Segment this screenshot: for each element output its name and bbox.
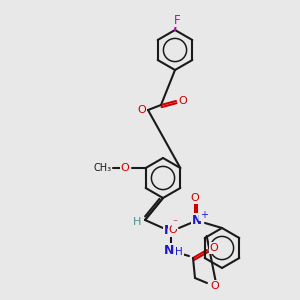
Text: H: H <box>133 217 141 227</box>
Text: +: + <box>200 210 208 220</box>
Text: ⁻: ⁻ <box>172 218 178 228</box>
Text: H: H <box>175 247 183 257</box>
Text: O: O <box>169 225 177 235</box>
Text: N: N <box>164 244 174 256</box>
Text: O: O <box>210 243 218 253</box>
Text: CH₃: CH₃ <box>94 163 112 173</box>
Text: O: O <box>178 96 188 106</box>
Text: O: O <box>120 163 129 173</box>
Text: N: N <box>192 214 202 226</box>
Text: O: O <box>138 105 146 115</box>
Text: F: F <box>174 14 180 26</box>
Text: N: N <box>164 224 174 236</box>
Text: O: O <box>211 281 219 291</box>
Text: O: O <box>190 193 200 203</box>
